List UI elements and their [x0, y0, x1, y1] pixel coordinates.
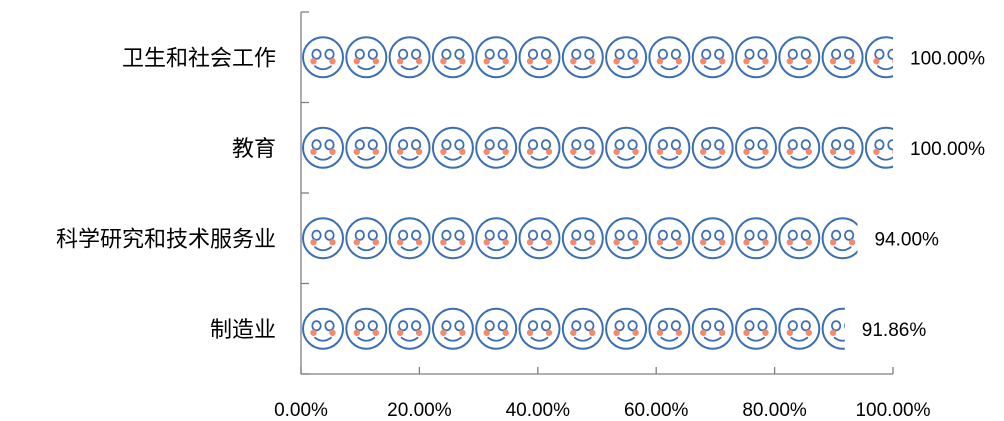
smiley-icon [345, 36, 388, 79]
bar [302, 217, 858, 260]
smiley-icon [778, 217, 821, 260]
smiley-icon [431, 126, 474, 169]
x-tick-label: 0.00% [274, 400, 328, 421]
smiley-icon [821, 36, 864, 79]
smiley-icon [648, 217, 691, 260]
smiley-icon [735, 126, 777, 169]
data-label: 100.00% [910, 48, 985, 69]
smiley-icon [648, 307, 691, 350]
smiley-icon [518, 36, 561, 79]
smiley-icon [561, 36, 604, 79]
smiley-icon [821, 126, 864, 169]
smiley-icon [778, 307, 821, 350]
axes [300, 11, 894, 375]
smiley-icon [518, 217, 561, 260]
smiley-icon [735, 307, 777, 350]
smiley-icon [302, 126, 344, 169]
data-label: 100.00% [910, 139, 985, 160]
smiley-icon [388, 36, 431, 79]
smiley-icon [475, 126, 518, 169]
smiley-icon [605, 217, 648, 260]
smiley-icon [605, 307, 648, 350]
smiley-icon [735, 36, 777, 79]
category-label: 卫生和社会工作 [122, 46, 276, 71]
smiley-icon [821, 307, 845, 350]
data-label: 91.86% [862, 320, 927, 341]
smiley-icon [345, 126, 388, 169]
x-tick-label: 100.00% [855, 400, 930, 421]
smiley-icon [778, 36, 821, 79]
smiley-icon [778, 126, 821, 169]
category-label: 科学研究和技术服务业 [56, 227, 276, 252]
data-label: 94.00% [874, 229, 939, 250]
smiley-icon [648, 36, 691, 79]
bars [302, 36, 893, 350]
smiley-icon [302, 307, 344, 350]
smiley-icon [735, 217, 777, 260]
x-tick-label: 80.00% [742, 400, 807, 421]
smiley-icon [388, 217, 431, 260]
smiley-icon [561, 307, 604, 350]
smiley-icon [691, 36, 734, 79]
smiley-icon [345, 307, 388, 350]
smiley-icon [605, 126, 648, 169]
category-label: 教育 [232, 137, 276, 162]
smiley-icon [648, 126, 691, 169]
x-tick-label: 60.00% [624, 400, 689, 421]
smiley-icon [518, 126, 561, 169]
category-label: 制造业 [210, 318, 276, 343]
smiley-icon [518, 307, 561, 350]
smiley-icon [475, 217, 518, 260]
smiley-icon [302, 217, 344, 260]
smiley-icon [864, 36, 893, 79]
smiley-icon [388, 126, 431, 169]
smiley-icon [605, 36, 648, 79]
smiley-icon [475, 307, 518, 350]
smiley-icon [431, 217, 474, 260]
smiley-icon [691, 217, 734, 260]
smiley-icon [431, 307, 474, 350]
smiley-icon [691, 307, 734, 350]
x-tick-label: 40.00% [506, 400, 571, 421]
smiley-icon [864, 126, 893, 169]
smiley-icon [302, 36, 344, 79]
bar [302, 126, 893, 169]
smiley-icon [561, 217, 604, 260]
smiley-icon [561, 126, 604, 169]
smiley-icon [691, 126, 734, 169]
smiley-icon [388, 307, 431, 350]
smiley-icon [821, 217, 858, 260]
smiley-icon [345, 217, 388, 260]
labels: 0.00% 20.00% 40.00% 60.00% 80.00% 100.00% 卫生和社… [56, 46, 985, 421]
x-tick-label: 20.00% [387, 400, 452, 421]
smiley-icon [431, 36, 474, 79]
bar [302, 307, 845, 350]
smiley-icon [475, 36, 518, 79]
bar [302, 36, 893, 79]
